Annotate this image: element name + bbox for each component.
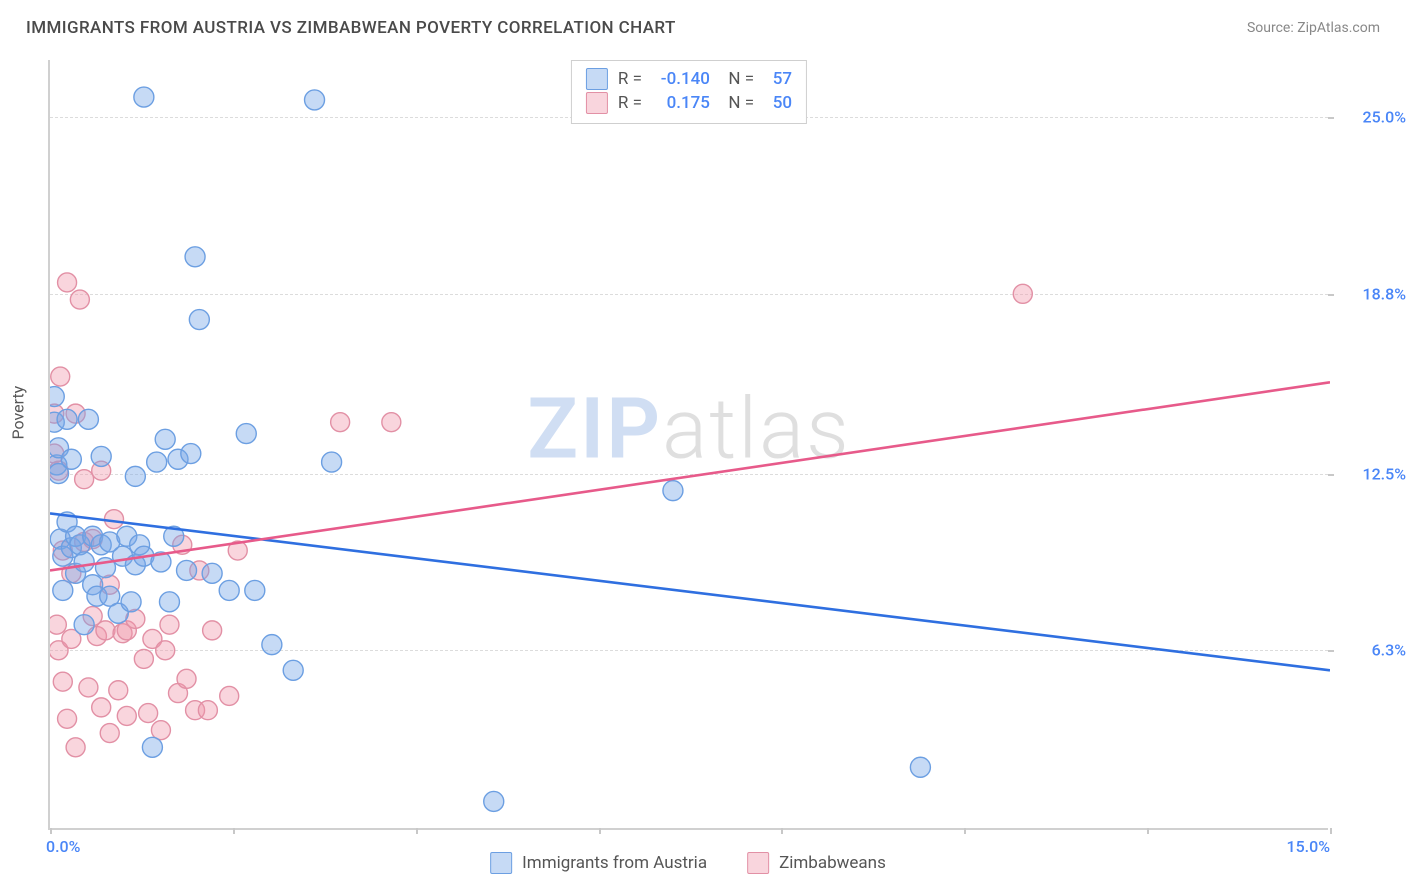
legend-item-austria: Immigrants from Austria — [490, 852, 707, 874]
swatch-austria-icon — [490, 852, 512, 874]
x-tick — [599, 828, 601, 834]
scatter-plot — [50, 60, 1330, 830]
source-label: Source: ZipAtlas.com — [1247, 20, 1380, 36]
correlation-legend: R = -0.140 N = 57 R = 0.175 N = 50 — [571, 60, 807, 124]
legend-label-austria: Immigrants from Austria — [522, 853, 707, 873]
gridline — [50, 294, 1328, 295]
legend-row-austria: R = -0.140 N = 57 — [586, 67, 792, 91]
y-tick-label: 25.0% — [1336, 108, 1406, 127]
swatch-zimbabwe-icon — [747, 852, 769, 874]
y-tick-label: 6.3% — [1336, 641, 1406, 660]
y-tick — [1328, 650, 1334, 652]
legend-row-zimbabwe: R = 0.175 N = 50 — [586, 91, 792, 115]
gridline — [50, 474, 1328, 475]
n-value-zimbabwe: 50 — [764, 91, 792, 115]
y-tick-label: 18.8% — [1336, 284, 1406, 303]
watermark: ZIPatlas — [527, 379, 850, 478]
chart-container: 6.3%12.5%18.8%25.0% ZIPatlas R = -0.140 … — [48, 60, 1328, 830]
n-value-austria: 57 — [764, 67, 792, 91]
x-tick — [416, 828, 418, 834]
x-axis-label-max: 15.0% — [1286, 837, 1330, 856]
y-tick — [1328, 474, 1334, 476]
x-tick — [1147, 828, 1149, 834]
y-tick — [1328, 117, 1334, 119]
page-title: IMMIGRANTS FROM AUSTRIA VS ZIMBABWEAN PO… — [26, 18, 676, 38]
series-legend: Immigrants from Austria Zimbabweans — [490, 852, 886, 874]
x-tick — [964, 828, 966, 834]
y-tick-label: 12.5% — [1336, 464, 1406, 483]
swatch-zimbabwe-icon — [586, 92, 608, 114]
gridline — [50, 650, 1328, 651]
x-tick — [50, 828, 52, 834]
legend-label-zimbabwe: Zimbabweans — [779, 853, 886, 873]
y-axis-title: Poverty — [9, 386, 28, 440]
swatch-austria-icon — [586, 68, 608, 90]
x-tick — [781, 828, 783, 834]
x-tick — [233, 828, 235, 834]
plot-area: 6.3%12.5%18.8%25.0% ZIPatlas R = -0.140 … — [48, 60, 1328, 830]
y-tick — [1328, 294, 1334, 296]
r-value-zimbabwe: 0.175 — [652, 91, 710, 115]
r-value-austria: -0.140 — [652, 67, 710, 91]
legend-item-zimbabwe: Zimbabweans — [747, 852, 886, 874]
x-tick — [1330, 828, 1332, 834]
x-axis-label-min: 0.0% — [46, 837, 80, 856]
